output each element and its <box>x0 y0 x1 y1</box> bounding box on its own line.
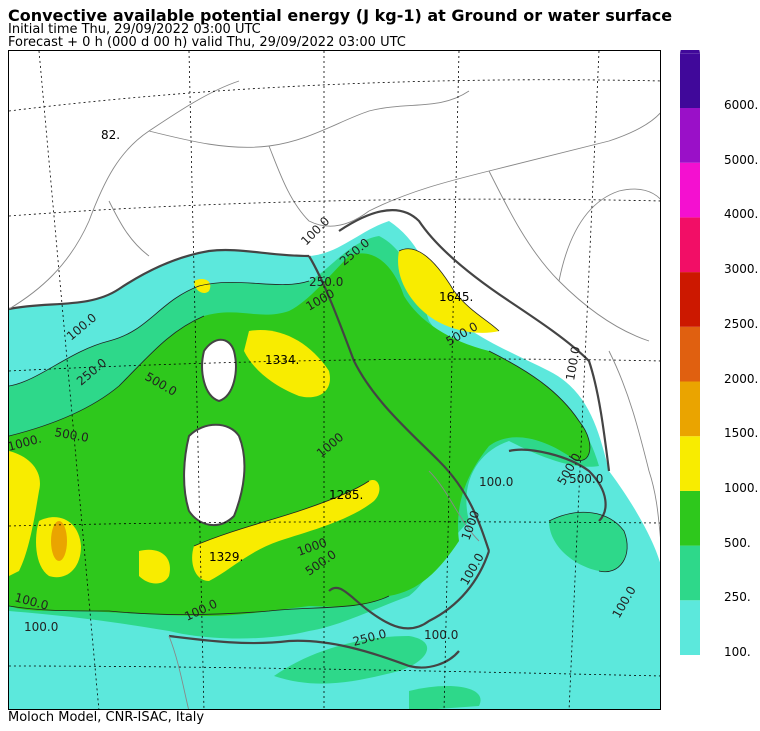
colorbar-label: 2000. <box>724 371 759 386</box>
contour-label: 500.0 <box>569 472 603 486</box>
cape-field-500 <box>9 253 590 617</box>
value-label: 1285. <box>329 488 363 502</box>
colorbar-legend <box>680 50 700 655</box>
cape-field-1000 <box>9 248 499 584</box>
cape-map: 100.0 250.0 500.0 1000. 100.0 500.0 1000… <box>8 50 661 710</box>
contour-label: 500.0 <box>53 425 89 445</box>
map-title: Convective available potential energy (J… <box>8 6 673 25</box>
colorbar-box <box>680 272 700 327</box>
colorbar-box <box>680 600 700 655</box>
islands <box>183 338 246 526</box>
colorbar-box <box>680 490 700 546</box>
colorbar-label: 5000. <box>724 152 759 167</box>
colorbar-box <box>680 162 700 218</box>
contour-label: 250.0 <box>309 275 343 289</box>
colorbar-label: 4000. <box>724 207 759 222</box>
model-credit: Moloch Model, CNR-ISAC, Italy <box>8 710 205 725</box>
colorbar-label: 500. <box>724 535 751 550</box>
value-label: 82. <box>101 128 120 142</box>
borders <box>9 80 660 709</box>
colorbar-label: 1500. <box>724 426 759 441</box>
colorbar-box <box>680 545 700 601</box>
colorbar-box <box>680 53 700 108</box>
initial-time-label: Initial time Thu, 29/09/2022 03:00 UTC <box>8 22 261 37</box>
colorbar-box <box>680 108 700 163</box>
value-label: 1645. <box>439 290 473 304</box>
coastlines <box>9 209 611 669</box>
colorbar-box <box>680 436 700 491</box>
colorbar-label: 6000. <box>724 98 759 112</box>
colorbar-label: 250. <box>724 590 751 605</box>
contour-label: 100.0 <box>479 475 513 489</box>
value-label-group: 82. 1334. 1645. 1285. 1329. <box>101 128 473 564</box>
colorbar-label: 100. <box>724 645 751 659</box>
contour-label: 100.0 <box>424 628 458 642</box>
colorbar-arrow <box>680 50 700 54</box>
colorbar-box <box>680 326 700 382</box>
colorbar-box <box>680 381 700 437</box>
forecast-label: Forecast + 0 h (000 d 00 h) valid Thu, 2… <box>8 35 406 50</box>
colorbar-label: 3000. <box>724 262 759 277</box>
value-label: 1329. <box>209 550 243 564</box>
contours <box>9 248 628 616</box>
cape-field-1500 <box>51 521 67 561</box>
value-label: 1334. <box>265 353 299 367</box>
colorbar-boxes <box>680 53 700 655</box>
colorbar-box <box>680 217 700 273</box>
contour-label: 100.0 <box>24 620 58 634</box>
graticule <box>9 51 660 709</box>
contour-label: 100.0 <box>563 345 583 381</box>
colorbar-label: 2500. <box>724 316 759 331</box>
colorbar-label: 1000. <box>724 480 759 495</box>
